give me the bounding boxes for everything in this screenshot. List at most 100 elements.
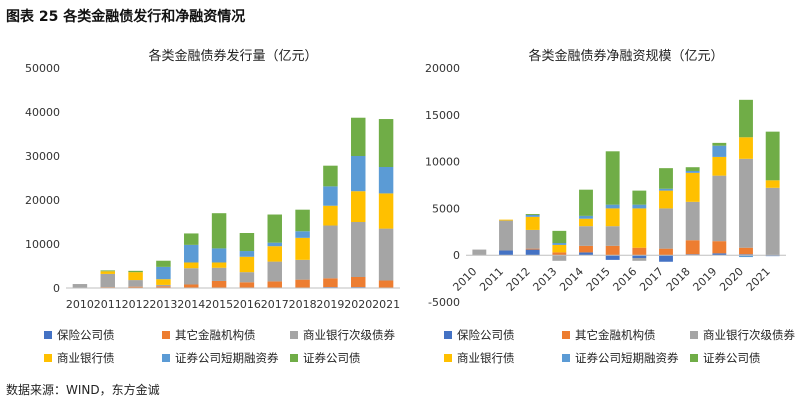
bar-segment (579, 226, 593, 246)
bar-segment (632, 190, 647, 205)
bar-segment (184, 262, 199, 269)
bar-segment (378, 228, 394, 281)
chart-title: 各类金融债券发行量（亿元） (148, 48, 317, 64)
bar-segment (239, 233, 255, 252)
legend-item: 其它金融机构债 (562, 328, 656, 342)
bar-segment (685, 201, 700, 241)
issuance-chart: 各类金融债券发行量（亿元） 0 10000 20000 30000 40000 50000 2… (25, 48, 400, 365)
bar-segment (100, 271, 115, 274)
bar-segment (156, 284, 171, 287)
x-tick-label: 2021 (372, 298, 400, 311)
y-tick-label: 40000 (25, 106, 60, 119)
bar-segment (472, 249, 487, 256)
bar-segment (659, 255, 673, 262)
bar-segment (579, 252, 593, 256)
bar-segment (351, 222, 366, 277)
bar-segment (605, 226, 620, 246)
bar-segment (211, 248, 227, 263)
bar-segment (323, 165, 338, 187)
y-tick-label: 10000 (425, 156, 460, 169)
legend-label: 商业银行债 (457, 351, 515, 365)
bar-segment (351, 277, 366, 288)
bar-segment (739, 158, 753, 248)
bar-segment (659, 168, 673, 189)
bar-segment (712, 253, 727, 256)
bar-segment (712, 175, 727, 242)
x-tick-label: 2016 (610, 265, 639, 294)
bar-segment (351, 156, 366, 192)
legend-item: 商业银行次级债券 (690, 328, 795, 342)
bar-segment (552, 230, 567, 244)
legend-swatch (562, 354, 570, 362)
y-tick-label: 15000 (425, 109, 460, 122)
bar-segment (378, 119, 394, 167)
bar-segment (739, 99, 753, 138)
bar-segment (378, 280, 394, 288)
x-tick-label: 2020 (717, 265, 746, 294)
x-tick-label: 2012 (504, 265, 533, 294)
x-tick-label: 2014 (557, 265, 586, 294)
bar-segment (685, 172, 700, 202)
bar-segment (632, 247, 647, 256)
bar-segment (211, 267, 227, 281)
bar-segment (128, 280, 143, 287)
bar-segment (184, 233, 199, 245)
y-tick-label: -5000 (428, 296, 460, 309)
legend-item: 商业银行债 (44, 351, 115, 365)
bar-segment (156, 286, 171, 288)
bar-segment (659, 188, 673, 191)
bar-segment (295, 237, 310, 260)
legend-item: 其它金融机构债 (162, 328, 256, 342)
x-tick-label: 2019 (316, 298, 344, 311)
bar-segment (211, 280, 227, 288)
bar-segment (295, 209, 310, 232)
bar-segment (239, 251, 255, 257)
bar-segment (239, 256, 255, 273)
bar-segment (579, 215, 593, 219)
net-financing-chart: 各类金融债券净融资规模（亿元） -5000 0 5000 10000 15000 20000… (425, 48, 795, 365)
legend-item: 证券公司债 (690, 351, 761, 365)
bar-segment (765, 131, 780, 181)
legend-item: 商业银行债 (444, 351, 515, 365)
bar-segment (100, 273, 115, 288)
x-tick-label: 2011 (477, 265, 506, 294)
y-tick-label: 20000 (25, 194, 60, 207)
bar-segment (579, 218, 593, 227)
bar-segment (72, 284, 88, 288)
legend-label: 保险公司债 (457, 328, 515, 342)
bar-segment (712, 241, 727, 254)
bar-segment (552, 244, 567, 253)
legend-swatch (162, 331, 170, 339)
bar-segment (351, 117, 366, 156)
bar-segment (128, 286, 143, 288)
bar-segment (323, 186, 338, 206)
bar-segment (525, 229, 540, 249)
bar-segment (765, 180, 780, 188)
x-tick-label: 2020 (344, 298, 372, 311)
legend-label: 证券公司短期融资券 (575, 351, 679, 365)
legend-item: 证券公司短期融资券 (562, 351, 679, 365)
bar-segment (632, 255, 647, 259)
legend-item: 证券公司短期融资券 (162, 351, 279, 365)
x-tick-label: 2012 (122, 298, 150, 311)
bar-segment (499, 219, 513, 221)
y-tick-label: 50000 (25, 62, 60, 75)
legend-label: 商业银行次级债券 (303, 328, 395, 342)
bar-segment (211, 213, 227, 249)
bar-segment (659, 208, 673, 249)
legend-item: 保险公司债 (44, 328, 115, 342)
bar-segment (605, 255, 620, 260)
bar-segment (295, 231, 310, 238)
bar-segment (378, 167, 394, 194)
legend-label: 其它金融机构债 (175, 328, 256, 342)
figure-title: 图表 25 各类金融债发行和净融资情况 (6, 9, 246, 25)
x-tick-label: 2011 (94, 298, 122, 311)
y-tick-label: 0 (453, 249, 460, 262)
bar-segment (184, 244, 199, 263)
x-tick-label: 2015 (584, 265, 613, 294)
bar-segment (632, 258, 647, 261)
bar-segment (579, 189, 593, 216)
bar-segment (239, 282, 255, 288)
bar-segment (632, 204, 647, 209)
legend-label: 证券公司短期融资券 (175, 351, 279, 365)
